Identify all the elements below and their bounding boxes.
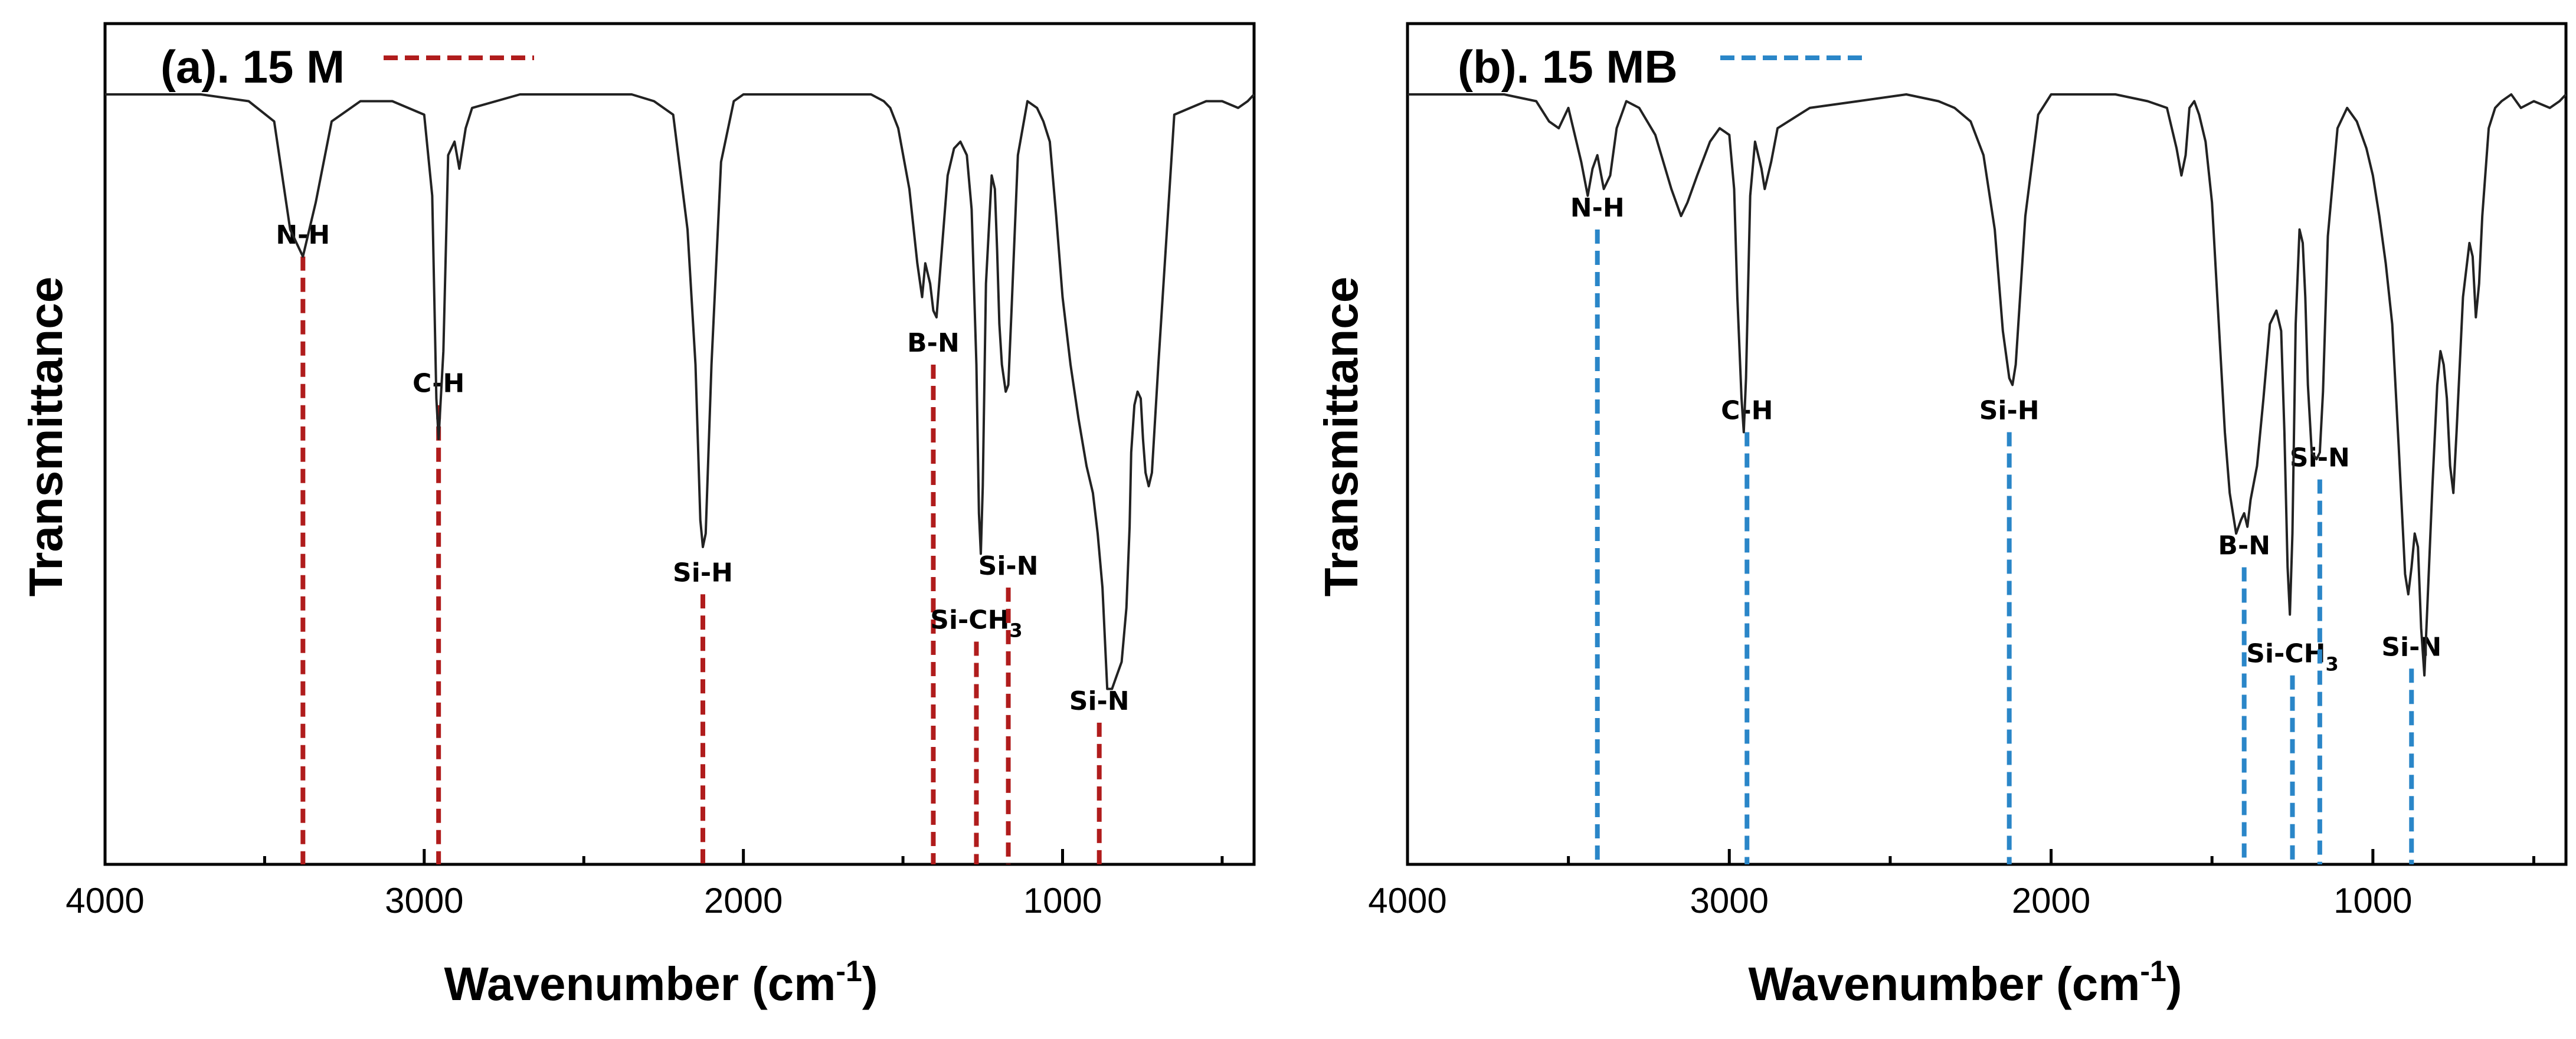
panel-a-x-tick-label: 3000 [385,881,463,920]
panel-b-spectrum-line [1408,93,2567,677]
panel-b-x-tick-label: 2000 [2012,881,2090,920]
panel-a-x-tick-label: 2000 [704,881,783,920]
panel-b-peak-label: N-H [1570,193,1625,223]
panel-a-title: (a). 15 M [161,41,345,93]
panel-b-x-tick-label: 3000 [1690,881,1769,920]
panel-b-y-axis-title: Transmittance [1315,277,1367,596]
panel-a-peak-label: N-H [276,220,330,250]
panel-b-x-axis-title-main: Wavenumber (cm [1749,958,2140,1010]
panel-a-peak-label: Si-N [978,551,1039,581]
panel-a-y-axis-title: Transmittance [19,277,72,596]
panel-b-x-axis-title: Wavenumber (cm-1) [1749,955,2182,1010]
panel-b-x-axis-title-tail: ) [2166,958,2182,1010]
panel-b-peak-label: Si-N [2381,632,2441,662]
panel-b-title: (b). 15 MB [1458,41,1678,93]
panel-b-plot-frame [1406,22,2568,866]
panel-b-peak-label: C-H [1721,396,1773,426]
panel-b-x-tick-label: 1000 [2333,881,2412,920]
panel-a: (a). 15 M Transmittance Wavenumber (cm-1… [19,22,1256,1010]
panel-a-x-tick-label: 1000 [1023,881,1102,920]
panel-a-spectrum-line [105,93,1255,690]
panel-a-peak-label: B-N [907,328,960,358]
panel-a-x-axis-title-main: Wavenumber (cm [444,958,836,1010]
panel-b-x-tick-label: 4000 [1368,881,1446,920]
panel-a-x-tick-label: 4000 [66,881,144,920]
panel-b-peak-label: Si-H [1979,396,2040,426]
panel-a-x-axis-title-tail: ) [862,958,878,1010]
panel-a-peak-label: Si-H [673,558,733,588]
panel-a-x-axis-title-sup: -1 [836,955,862,988]
panel-a-peak-label-subscript: 3 [1009,619,1022,641]
panel-a-x-axis-title: Wavenumber (cm-1) [444,955,878,1010]
panel-b-peak-label-subscript: 3 [2325,653,2338,676]
panel-b-peak-label: Si-CH3 [2246,639,2338,676]
panel-b-peak-label: B-N [2218,531,2270,561]
panel-a-peak-label: Si-N [1069,686,1130,716]
panel-a-peak-label: C-H [413,369,464,399]
panel-b-x-axis-title-sup: -1 [2140,955,2166,988]
panel-a-plot-frame [103,22,1256,866]
panel-b: (b). 15 MB Transmittance Wavenumber (cm-… [1315,22,2568,1010]
